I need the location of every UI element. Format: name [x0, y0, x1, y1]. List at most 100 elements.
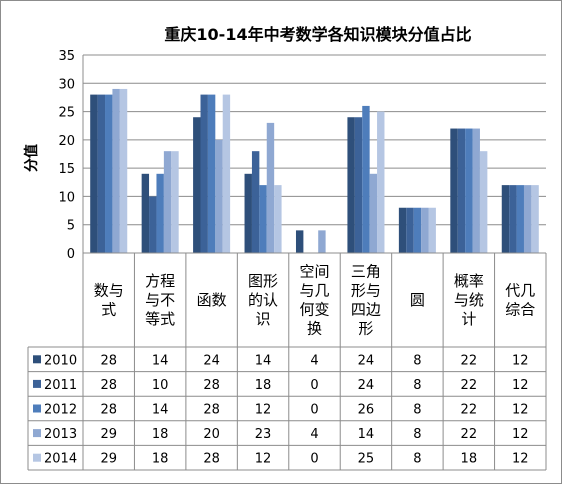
table-value: 28 — [100, 403, 117, 418]
bar-2011-3 — [200, 94, 208, 253]
y-tick-label: 10 — [58, 190, 75, 205]
table-value: 8 — [413, 403, 421, 418]
y-axis: 0 5 10 15 20 25 30 35 — [58, 49, 84, 262]
bar-2013-6 — [369, 173, 378, 253]
category-label: 三角 — [351, 263, 381, 281]
table-value: 24 — [358, 353, 375, 368]
table-value: 29 — [100, 452, 117, 467]
table-value: 18 — [461, 452, 478, 467]
table-value: 20 — [203, 427, 220, 442]
table-value: 8 — [413, 452, 421, 467]
category-label: 概率 — [454, 272, 484, 290]
table-value: 28 — [203, 403, 220, 418]
table-value: 0 — [310, 403, 318, 418]
category-label: 换 — [307, 320, 322, 338]
y-tick-label: 35 — [58, 49, 75, 64]
table-value: 14 — [255, 353, 272, 368]
table-value: 24 — [203, 353, 220, 368]
category-label: 与统 — [454, 291, 484, 309]
table-value: 18 — [152, 452, 169, 467]
table-value: 18 — [255, 378, 272, 393]
table-value: 8 — [413, 353, 421, 368]
category-label: 函数 — [197, 291, 227, 309]
bar-2014-4 — [274, 185, 282, 253]
bar-2011-8 — [457, 128, 466, 253]
bar-2014-8 — [479, 151, 488, 253]
table-value: 0 — [310, 452, 318, 467]
legend-label-2010: 2010 — [44, 353, 77, 368]
table-value: 12 — [512, 452, 529, 467]
legend-label-2014: 2014 — [44, 452, 77, 467]
category-label: 与几 — [299, 282, 329, 300]
category-label: 空间 — [299, 263, 329, 281]
category-label: 识 — [256, 310, 271, 328]
table-value: 28 — [100, 378, 117, 393]
category-label: 图形 — [248, 272, 278, 290]
category-label: 方程 — [145, 272, 175, 290]
category-label: 综合 — [505, 301, 535, 319]
bar-2011-4 — [251, 151, 260, 253]
category-label: 形 — [358, 320, 373, 338]
table-value: 8 — [413, 378, 421, 393]
bar-2012-9 — [516, 185, 524, 253]
bar-2013-4 — [266, 122, 275, 253]
category-label: 的认 — [248, 291, 278, 309]
table-value: 8 — [413, 427, 421, 442]
table-value: 12 — [512, 427, 529, 442]
bar-2010-1 — [90, 94, 98, 253]
category-label: 代几 — [505, 282, 535, 300]
bar-2014-3 — [222, 94, 231, 253]
bar-2014-7 — [428, 207, 436, 253]
category-label: 式 — [101, 301, 116, 319]
bar-2013-9 — [523, 185, 532, 253]
table-value: 26 — [358, 403, 375, 418]
chart-title: 重庆10-14年中考数学各知识模块分值占比 — [164, 25, 471, 44]
bar-2010-7 — [398, 207, 407, 253]
bar-2011-9 — [509, 185, 517, 253]
table-value: 12 — [512, 378, 529, 393]
bar-2013-7 — [421, 207, 429, 253]
bar-2012-2 — [156, 173, 164, 253]
table-value: 22 — [461, 353, 478, 368]
y-tick-label: 30 — [58, 77, 75, 92]
bar-2012-8 — [465, 128, 473, 253]
bar-2012-4 — [259, 185, 267, 253]
table-value: 18 — [152, 427, 169, 442]
table-value: 12 — [512, 403, 529, 418]
table-value: 4 — [310, 427, 318, 442]
table-value: 14 — [152, 403, 169, 418]
bar-2010-3 — [193, 117, 201, 253]
y-axis-title: 分值 — [23, 144, 40, 172]
bar-2012-1 — [105, 94, 113, 253]
bar-2012-7 — [413, 207, 422, 253]
table-value: 4 — [310, 353, 318, 368]
legend-swatch-2010 — [33, 355, 41, 364]
table-value: 29 — [100, 427, 117, 442]
table-value: 22 — [461, 403, 478, 418]
category-label: 何变 — [299, 301, 329, 319]
table-value: 28 — [100, 353, 117, 368]
bar-2011-2 — [149, 196, 157, 253]
table-value: 23 — [255, 427, 272, 442]
legend-swatch-2011 — [33, 379, 41, 388]
category-label: 数与 — [94, 282, 124, 300]
bar-2010-4 — [244, 173, 252, 253]
category-label: 圆 — [410, 291, 425, 309]
category-label: 形与 — [351, 282, 381, 300]
bar-2010-6 — [347, 117, 355, 253]
legend-swatch-2013 — [33, 429, 41, 438]
bar-2013-5 — [318, 230, 326, 253]
category-label: 计 — [461, 310, 476, 328]
y-tick-label: 5 — [67, 219, 75, 234]
table-value: 22 — [461, 378, 478, 393]
y-tick-label: 25 — [58, 106, 75, 121]
bar-2012-3 — [207, 94, 216, 253]
table-value: 28 — [203, 378, 220, 393]
bar-2012-6 — [362, 105, 370, 254]
bar-2011-7 — [406, 207, 414, 253]
bar-2010-2 — [141, 173, 150, 253]
bar-series — [90, 88, 539, 254]
category-label: 与不 — [145, 291, 175, 309]
bar-2014-2 — [171, 151, 179, 253]
